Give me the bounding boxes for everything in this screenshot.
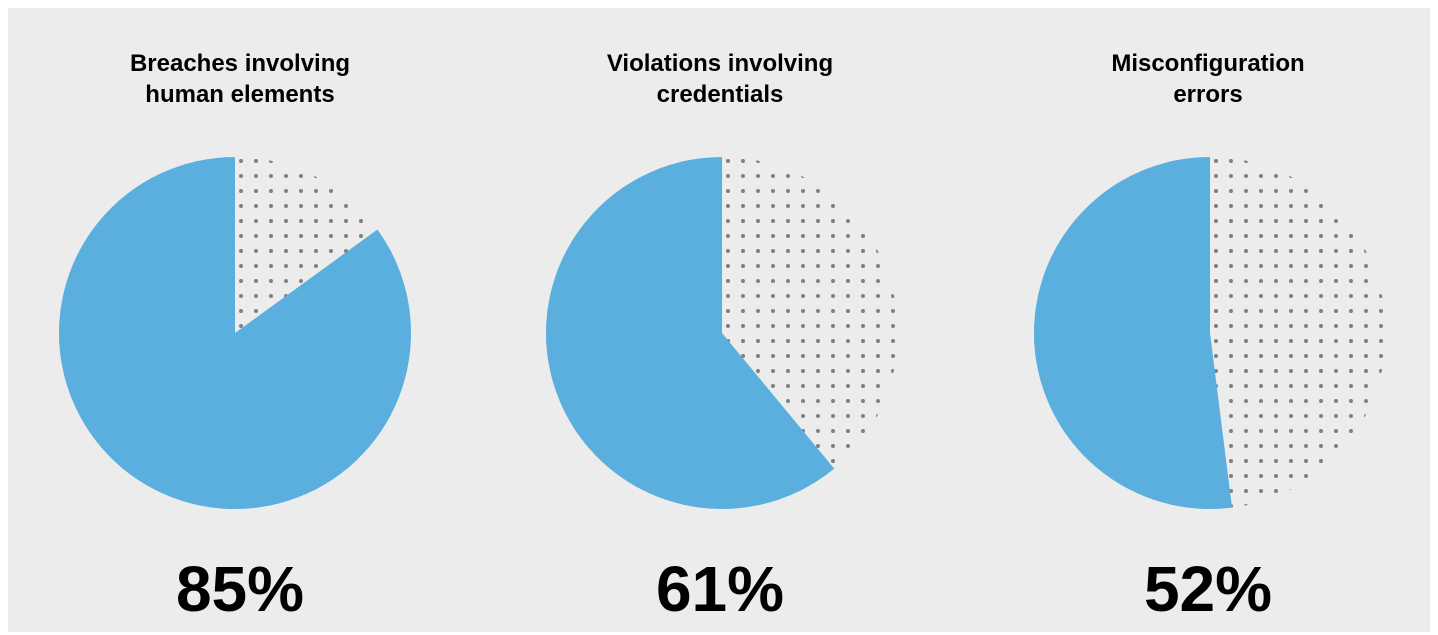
chart-title: Violations involving credentials: [606, 50, 834, 108]
chart-misconfiguration: Misconfiguration errors 52%: [1018, 8, 1398, 632]
pie-chart: [546, 157, 898, 509]
chart-title: Misconfiguration errors: [1111, 50, 1305, 108]
chart-title: Breaches involving human elements: [129, 50, 351, 108]
pie-chart: [59, 157, 412, 509]
percentage-label: 61%: [655, 553, 785, 625]
infographic-panel: Breaches involving human elements 85% Vi…: [8, 8, 1430, 632]
pie-slice-highlighted: [59, 157, 412, 509]
pie-chart: [1033, 157, 1386, 509]
percentage-label: 85%: [175, 553, 305, 625]
chart-human-elements: Breaches involving human elements 85%: [50, 8, 430, 632]
pie-slice-highlighted: [1033, 157, 1233, 509]
percentage-label: 52%: [1143, 553, 1273, 625]
pie-slice-highlighted: [546, 157, 835, 509]
chart-credentials: Violations involving credentials 61%: [530, 8, 910, 632]
